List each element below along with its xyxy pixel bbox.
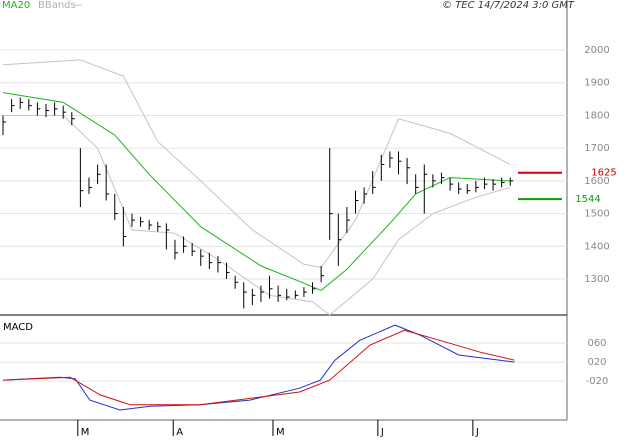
legend-bbands: BBands [38, 0, 76, 11]
y-tick-label: 1800 [584, 110, 609, 121]
y-tick-label: 1500 [584, 209, 609, 220]
y-tick-label: 060 [587, 338, 606, 349]
x-tick-label: M [81, 427, 90, 438]
macd-line [2, 329, 515, 406]
band-upper [2, 59, 511, 269]
source: © TEC 14/7/2024 3:0 GMT [442, 0, 575, 11]
x-tick-label: J [380, 427, 384, 438]
y-tick-label: -020 [586, 376, 609, 387]
ma-line [2, 92, 511, 291]
y-tick-label: 1700 [584, 143, 609, 154]
y-tick-label: 1900 [584, 78, 609, 89]
x-tick-label: M [276, 427, 285, 438]
y-tick-label: 1300 [584, 274, 609, 285]
x-tick-label: A [176, 427, 183, 438]
macd-line [2, 324, 515, 411]
level-label: 1544 [575, 194, 600, 205]
level-label: 1625 [591, 168, 616, 179]
band-lower [3, 115, 511, 316]
y-tick-label: 020 [587, 357, 606, 368]
y-tick-label: 1600 [584, 176, 609, 187]
y-tick-label: 1400 [584, 241, 609, 252]
x-tick-label: J [475, 427, 479, 438]
y-tick-label: 2000 [584, 45, 609, 56]
panel-title: MACD [3, 322, 33, 333]
legend-ma20: MA20 [2, 0, 30, 11]
